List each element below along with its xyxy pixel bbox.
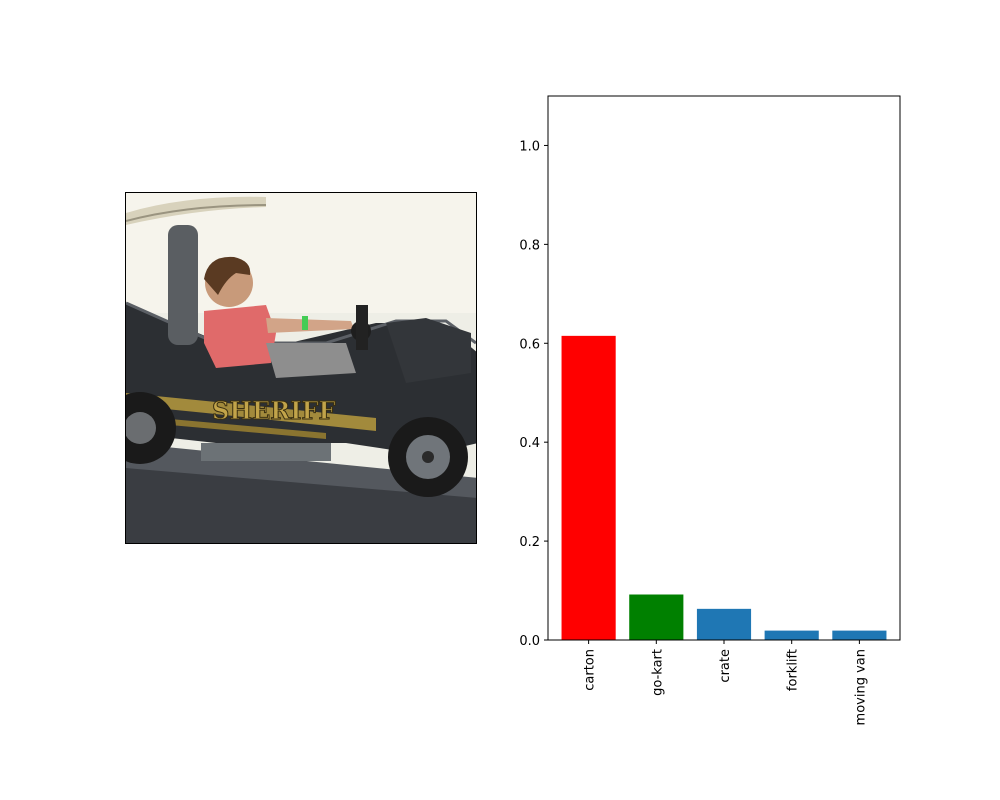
bar-go-kart	[629, 594, 684, 640]
y-tick-label: 0.4	[519, 436, 540, 451]
x-tick-label: go-kart	[650, 649, 665, 696]
x-tick-label: carton	[583, 649, 598, 691]
bar-carton	[561, 335, 616, 640]
y-tick-label: 0.0	[519, 634, 540, 649]
y-tick-label: 0.6	[519, 337, 540, 352]
x-tick-label: moving van	[853, 649, 868, 725]
y-tick-label: 0.8	[519, 238, 540, 253]
go-kart-photo: SHERIFF	[126, 193, 476, 543]
bars-layer	[561, 335, 887, 640]
y-tick-label: 1.0	[519, 139, 540, 154]
bar-crate	[696, 608, 752, 640]
x-tick-label: forklift	[786, 649, 801, 691]
y-tick-label: 0.2	[519, 535, 540, 550]
y-axis: 0.0 0.2 0.4 0.6 0.8 1.0	[519, 139, 548, 649]
x-tick-label: crate	[718, 649, 733, 683]
bar-moving-van	[832, 630, 887, 640]
bar-forklift	[764, 630, 819, 640]
x-axis: carton go-kart crate forklift moving van	[583, 640, 868, 725]
photo-panel: SHERIFF	[125, 192, 477, 544]
sheriff-decal: SHERIFF	[212, 396, 336, 425]
